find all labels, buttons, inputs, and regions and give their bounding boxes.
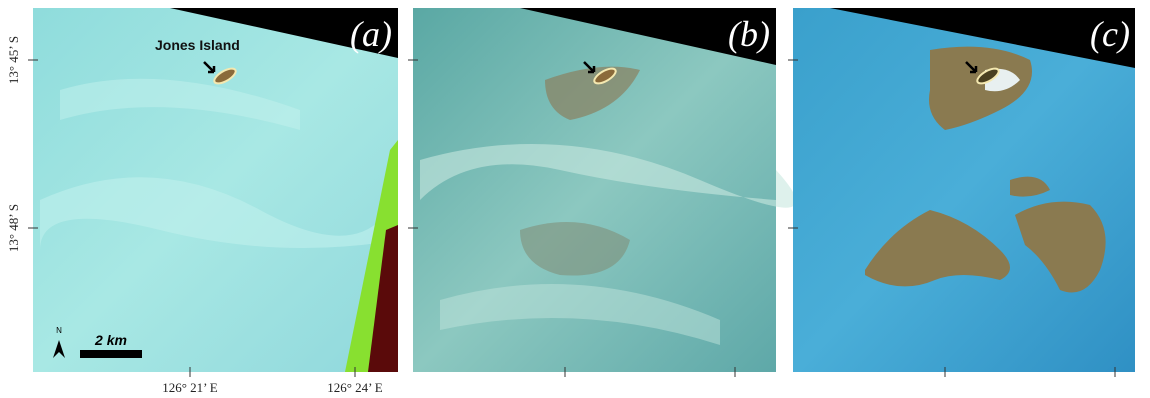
annotation: Jones Island xyxy=(155,37,240,53)
lat-label: 13° 45’ S xyxy=(6,36,21,84)
north-label: N xyxy=(56,326,62,335)
panel-label: (a) xyxy=(350,14,392,54)
scale-label: 2 km xyxy=(94,332,127,348)
figure: Jones Island N 2 km (a) (b) (c) xyxy=(0,0,1150,398)
panel-label: (c) xyxy=(1090,14,1130,54)
panel-b: (b) xyxy=(413,8,796,372)
panel-c: (c) xyxy=(793,8,1135,372)
lon-label: 126° 21’ E xyxy=(162,380,218,395)
lon-label: 126° 24’ E xyxy=(327,380,383,395)
panel-a: Jones Island N 2 km (a) xyxy=(33,8,398,372)
panel-label: (b) xyxy=(728,14,770,54)
scale-bar xyxy=(80,350,142,358)
lat-label: 13° 48’ S xyxy=(6,204,21,252)
